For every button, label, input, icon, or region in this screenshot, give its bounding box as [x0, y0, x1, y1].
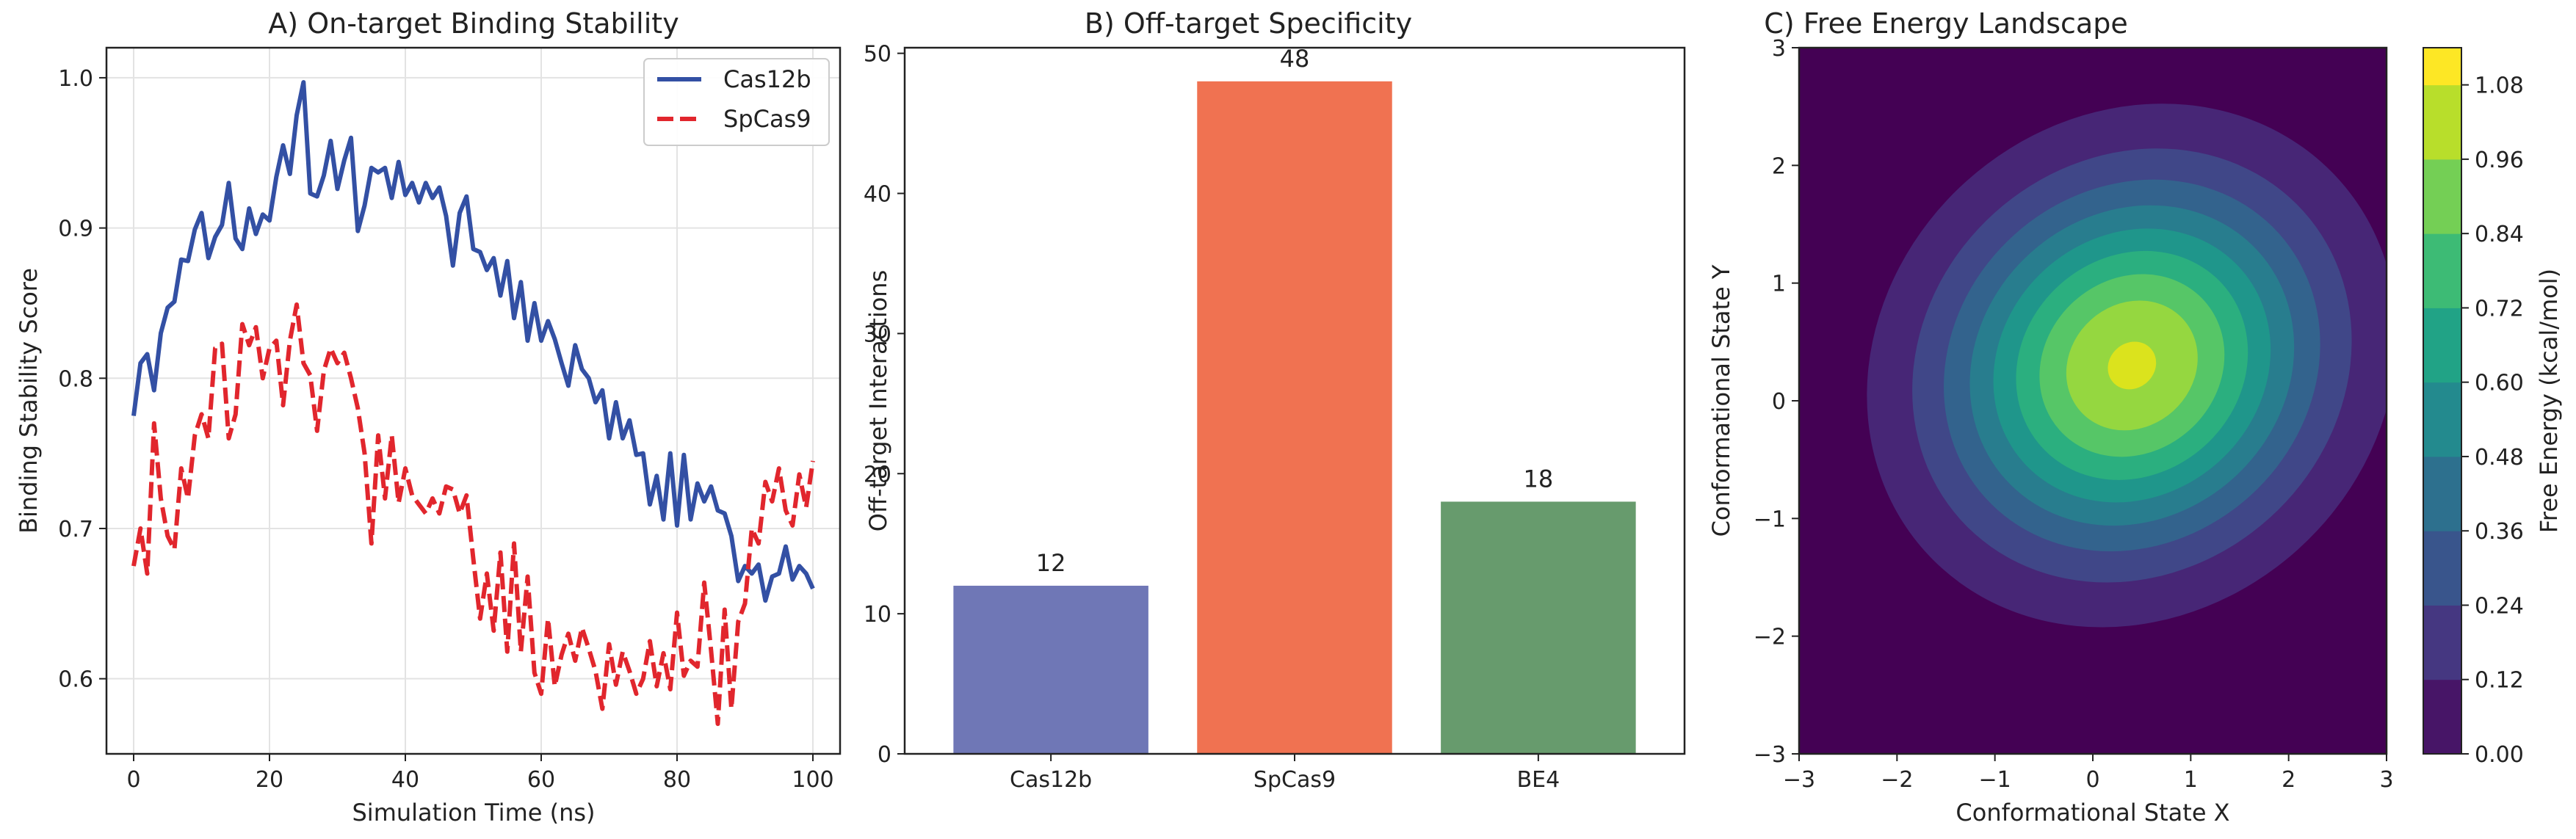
panel-c-title: C) Free Energy Landscape	[1764, 7, 2127, 40]
x-tick-label: −2	[1881, 767, 1913, 793]
colorbar-tick-label: 0.12	[2475, 668, 2524, 694]
x-tick-label: SpCas9	[1253, 767, 1336, 793]
y-tick-label: 2	[1772, 153, 1786, 179]
panel-b-x-ticks: Cas12b SpCas9 BE4	[1010, 754, 1560, 793]
x-tick-label: 60	[527, 767, 555, 793]
colorbar-segment	[2423, 48, 2461, 86]
colorbar-tick-label: 0.84	[2475, 222, 2524, 247]
y-tick-label: 1	[1772, 272, 1786, 297]
panel-a-x-axis-label: Simulation Time (ns)	[352, 799, 595, 827]
x-tick-label: 100	[792, 767, 833, 793]
colorbar-segment	[2423, 456, 2461, 531]
y-tick-label: 0.6	[58, 667, 93, 693]
panel-c-y-axis-label: Conformational State Y	[1707, 264, 1735, 537]
bar-value-label: 48	[1280, 45, 1310, 73]
panel-b-bars: 12 48 18	[953, 45, 1636, 755]
panel-c-x-axis-label: Conformational State X	[1955, 799, 2229, 827]
y-tick-label: −2	[1754, 625, 1786, 650]
legend-label-cas12b: Cas12b	[723, 65, 811, 93]
series-line-cas12b	[131, 80, 815, 603]
y-tick-label: 1.0	[58, 66, 93, 92]
bar-value-label: 12	[1036, 549, 1066, 577]
x-tick-label: 20	[256, 767, 283, 793]
x-tick-label: −3	[1783, 767, 1815, 793]
bar-be4	[1441, 501, 1636, 754]
panel-a-legend: Cas12b SpCas9	[643, 58, 830, 146]
colorbar-tick-label: 0.48	[2475, 445, 2524, 471]
bar-cas12b	[953, 585, 1148, 754]
colorbar-ticks: 0.00 0.12 0.24 0.36 0.48 0.60 0.72 0.84 0.96 1.08	[2461, 73, 2524, 768]
y-tick-label: 50	[864, 42, 891, 68]
panel-a-grid	[106, 48, 840, 754]
x-tick-label: −1	[1979, 767, 2011, 793]
y-tick-label: 20	[864, 462, 891, 487]
x-tick-label: 0	[2085, 767, 2099, 793]
x-tick-label: 3	[2379, 767, 2393, 793]
panel-b-y-axis-label: Off-target Interactions	[864, 270, 892, 532]
series-line-spcas9	[131, 302, 815, 727]
y-tick-label: 0	[1772, 389, 1786, 415]
panel-a-x-ticks: 0 20 40 60 80 100	[126, 754, 834, 793]
colorbar-tick-label: 0.36	[2475, 519, 2524, 545]
colorbar-label: Free Energy (kcal/mol)	[2535, 269, 2563, 533]
colorbar	[2423, 48, 2461, 755]
legend-label-spcas9: SpCas9	[723, 105, 811, 133]
x-tick-label: 1	[2184, 767, 2198, 793]
x-tick-label: 2	[2282, 767, 2295, 793]
heatmap-contours	[1867, 103, 2387, 628]
colorbar-segment	[2423, 84, 2461, 160]
colorbar-frame	[2423, 47, 2462, 755]
y-tick-label: −3	[1754, 742, 1786, 768]
y-tick-label: −1	[1754, 506, 1786, 532]
panel-a-y-axis-label: Binding Stability Score	[15, 268, 43, 534]
y-tick-label: 0.9	[58, 217, 93, 242]
y-tick-label: 0.7	[58, 517, 93, 542]
colorbar-tick-label: 0.96	[2475, 148, 2524, 173]
panel-a-line-chart: A) On-target Binding Stability 0 20 40 60 80…	[15, 7, 842, 827]
x-tick-label: 40	[391, 767, 419, 793]
contour-level	[2108, 341, 2157, 390]
bar-value-label: 18	[1524, 465, 1554, 493]
colorbar-tick-label: 0.72	[2475, 296, 2524, 322]
colorbar-segment	[2423, 233, 2461, 308]
panel-a-title: A) On-target Binding Stability	[268, 7, 679, 40]
colorbar-segment	[2423, 308, 2461, 383]
colorbar-segment	[2423, 679, 2461, 755]
colorbar-segment	[2423, 382, 2461, 457]
y-tick-label: 0.8	[58, 366, 93, 392]
panel-c-heatmap: C) Free Energy Landscape −3 −2 −1 0 1 2 3 −3 −2…	[1707, 7, 2563, 827]
colorbar-segment	[2423, 159, 2461, 234]
colorbar-tick-label: 0.60	[2475, 371, 2524, 396]
panel-c-x-ticks: −3 −2 −1 0 1 2 3	[1783, 754, 2394, 793]
x-tick-label: 0	[126, 767, 140, 793]
colorbar-segment	[2423, 605, 2461, 680]
colorbar-tick-label: 1.08	[2475, 73, 2524, 99]
x-tick-label: 80	[663, 767, 691, 793]
colorbar-segment	[2423, 531, 2461, 606]
y-tick-label: 3	[1772, 36, 1786, 62]
panel-a-frame	[105, 46, 842, 755]
colorbar-tick-label: 0.24	[2475, 593, 2524, 619]
y-tick-label: 0	[878, 742, 891, 768]
panel-c-y-ticks: −3 −2 −1 0 1 2 3	[1754, 36, 1799, 768]
x-tick-label: Cas12b	[1010, 767, 1092, 793]
y-tick-label: 10	[864, 602, 891, 628]
y-tick-label: 40	[864, 182, 891, 208]
panel-b-title: B) Off-target Specificity	[1085, 7, 1412, 40]
colorbar-tick-label: 0.00	[2475, 742, 2524, 768]
panel-a-series	[131, 80, 815, 727]
x-tick-label: BE4	[1517, 767, 1560, 793]
y-tick-label: 30	[864, 322, 891, 347]
panel-b-bar-chart: B) Off-target Specificity 12 48 18 Cas12b S…	[864, 7, 1686, 793]
panel-a-y-ticks: 0.6 0.7 0.8 0.9 1.0	[58, 66, 106, 693]
bar-spcas9	[1197, 81, 1392, 755]
panel-b-y-ticks: 0 10 20 30 40 50	[864, 42, 905, 768]
